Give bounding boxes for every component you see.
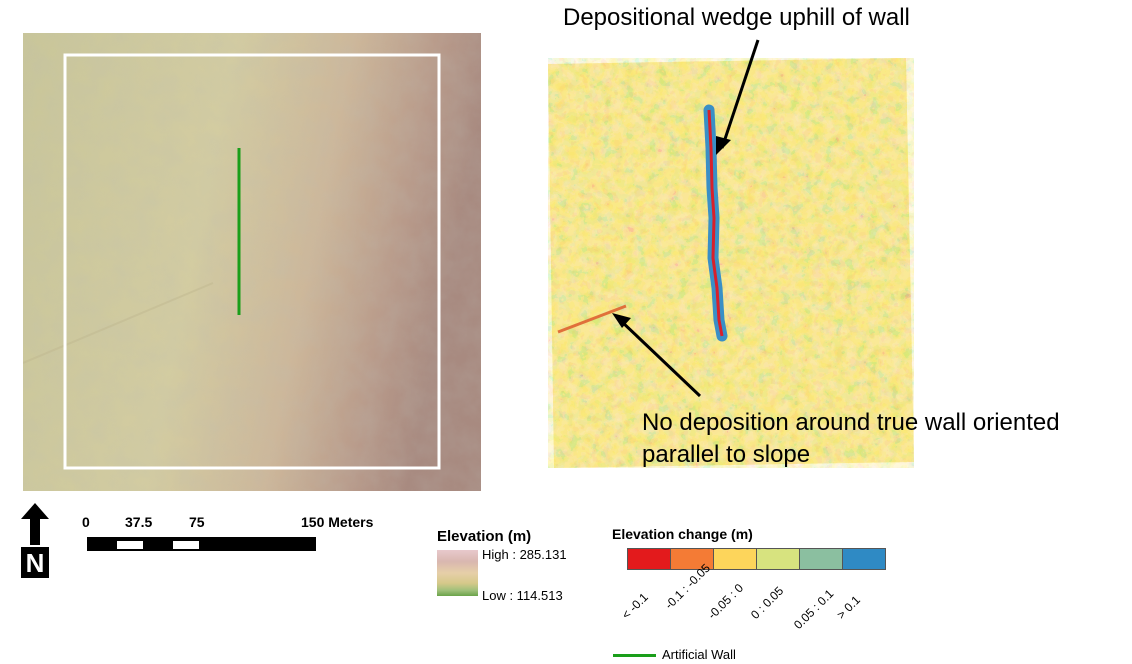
change-class-swatch xyxy=(713,548,757,570)
change-class-swatch xyxy=(799,548,843,570)
elevation-legend-title: Elevation (m) xyxy=(437,528,532,545)
elevation-low-label: Low : 114.513 xyxy=(482,588,563,603)
scale-tick-0: 0 xyxy=(82,514,90,530)
change-class-swatch xyxy=(842,548,886,570)
change-class-label: 0 : 0.05 xyxy=(748,583,787,622)
elevation-change-map xyxy=(548,58,914,468)
change-legend-title: Elevation change (m) xyxy=(612,526,753,542)
scale-tick-37-5: 37.5 xyxy=(125,514,153,530)
north-arrow-icon: N xyxy=(21,503,49,578)
north-label: N xyxy=(26,548,45,578)
scale-tick-150-meters: 150 Meters xyxy=(301,514,374,530)
annotation-true-wall-text-line2: parallel to slope xyxy=(642,441,811,468)
artificial-wall-legend-label: Artificial Wall xyxy=(662,647,736,662)
elevation-color-ramp xyxy=(437,550,478,596)
change-class-label: 0.05 : 0.1 xyxy=(791,586,837,632)
scale-bar xyxy=(87,537,316,551)
annotation-wedge-text: Depositional wedge uphill of wall xyxy=(563,4,910,31)
scale-tick-75: 75 xyxy=(189,514,205,530)
change-class-label: > 0.1 xyxy=(834,592,864,622)
change-class-label: -0.05 : 0 xyxy=(705,580,747,622)
change-class-swatch xyxy=(627,548,671,570)
elevation-high-label: High : 285.131 xyxy=(482,547,567,562)
change-class-label: < -0.1 xyxy=(619,590,651,622)
change-class-swatch xyxy=(756,548,800,570)
annotation-true-wall-text-line1: No deposition around true wall oriented xyxy=(642,409,1060,436)
elevation-hillshade-map xyxy=(23,33,481,491)
artificial-wall-legend-line xyxy=(613,654,656,657)
study-area-boundary xyxy=(63,53,441,470)
